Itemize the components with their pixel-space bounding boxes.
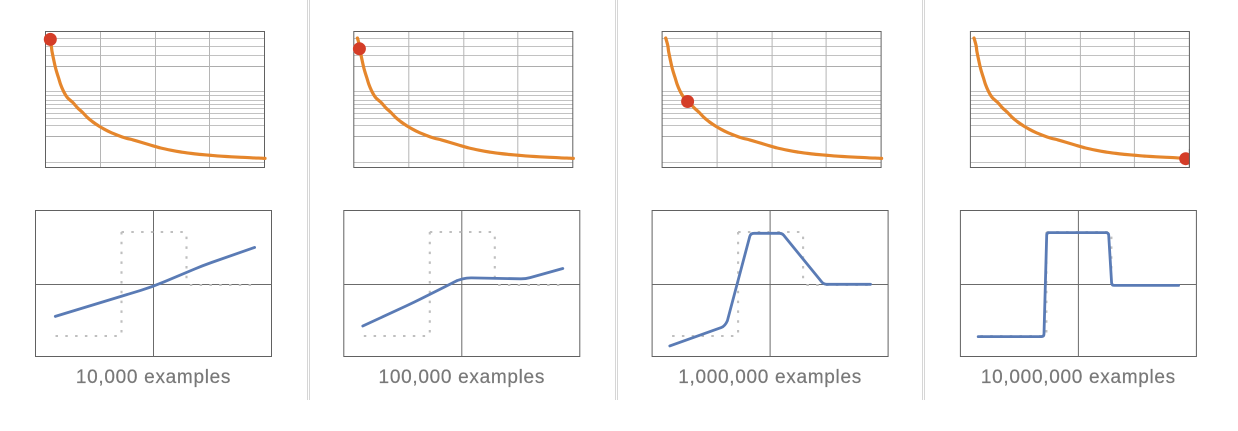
svg-text:10,000 examples: 10,000 examples bbox=[76, 367, 231, 388]
svg-text:100,000 examples: 100,000 examples bbox=[379, 367, 545, 388]
svg-text:10,000,000 examples: 10,000,000 examples bbox=[981, 367, 1176, 388]
svg-text:1,000,000 examples: 1,000,000 examples bbox=[678, 367, 862, 388]
